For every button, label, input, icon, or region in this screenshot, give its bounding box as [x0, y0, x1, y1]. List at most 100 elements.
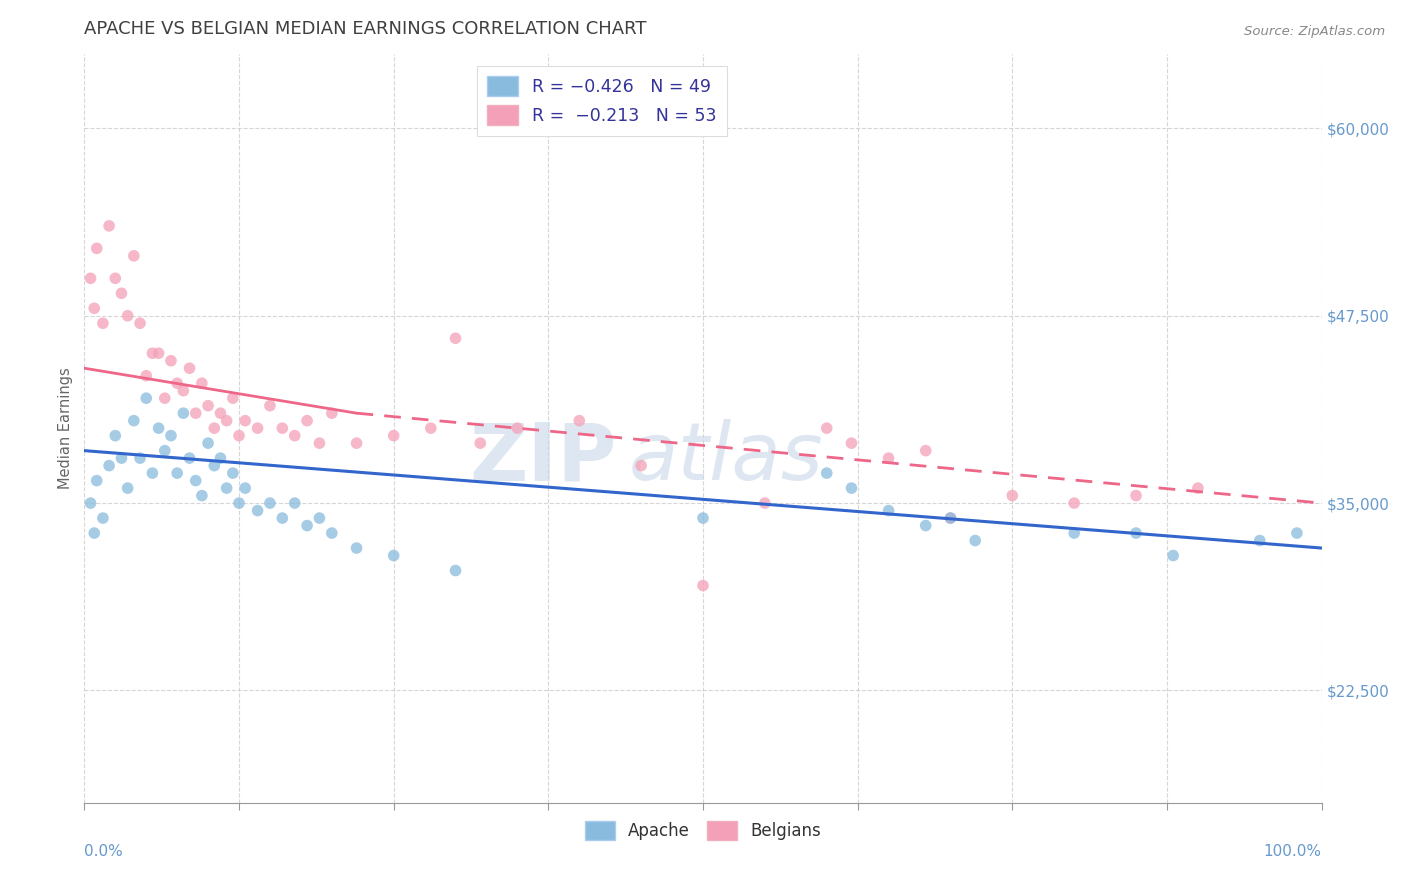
- Point: [914, 443, 936, 458]
- Point: [754, 496, 776, 510]
- Point: [382, 428, 405, 442]
- Point: [184, 474, 207, 488]
- Point: [346, 436, 368, 450]
- Point: [153, 391, 176, 405]
- Point: [259, 399, 281, 413]
- Point: [419, 421, 441, 435]
- Point: [191, 376, 214, 391]
- Point: [965, 533, 987, 548]
- Point: [284, 496, 307, 510]
- Point: [284, 428, 307, 442]
- Point: [308, 436, 330, 450]
- Point: [122, 414, 145, 428]
- Point: [104, 428, 127, 442]
- Point: [246, 503, 269, 517]
- Point: [148, 421, 170, 435]
- Point: [444, 331, 467, 345]
- Point: [1063, 496, 1085, 510]
- Point: [202, 458, 225, 473]
- Point: [135, 391, 157, 405]
- Point: [877, 451, 900, 466]
- Point: [197, 399, 219, 413]
- Point: [110, 286, 132, 301]
- Point: [86, 241, 108, 255]
- Point: [215, 481, 238, 495]
- Point: [382, 549, 405, 563]
- Text: 100.0%: 100.0%: [1264, 844, 1322, 859]
- Point: [209, 406, 232, 420]
- Point: [470, 436, 492, 450]
- Point: [295, 518, 318, 533]
- Point: [1161, 549, 1184, 563]
- Text: APACHE VS BELGIAN MEDIAN EARNINGS CORRELATION CHART: APACHE VS BELGIAN MEDIAN EARNINGS CORREL…: [84, 21, 647, 38]
- Point: [506, 421, 529, 435]
- Point: [321, 526, 343, 541]
- Y-axis label: Median Earnings: Median Earnings: [58, 368, 73, 489]
- Point: [1063, 526, 1085, 541]
- Point: [179, 451, 201, 466]
- Point: [444, 564, 467, 578]
- Point: [939, 511, 962, 525]
- Point: [308, 511, 330, 525]
- Text: 0.0%: 0.0%: [84, 844, 124, 859]
- Point: [233, 414, 256, 428]
- Point: [259, 496, 281, 510]
- Point: [222, 466, 245, 480]
- Point: [815, 421, 838, 435]
- Point: [1125, 489, 1147, 503]
- Point: [79, 496, 101, 510]
- Point: [321, 406, 343, 420]
- Point: [166, 376, 188, 391]
- Point: [91, 511, 114, 525]
- Point: [1187, 481, 1209, 495]
- Point: [215, 414, 238, 428]
- Point: [117, 309, 139, 323]
- Point: [346, 541, 368, 555]
- Point: [172, 406, 194, 420]
- Point: [129, 316, 152, 330]
- Point: [271, 511, 294, 525]
- Text: Source: ZipAtlas.com: Source: ZipAtlas.com: [1244, 25, 1385, 38]
- Point: [160, 353, 183, 368]
- Point: [630, 458, 652, 473]
- Point: [568, 414, 591, 428]
- Point: [104, 271, 127, 285]
- Point: [86, 474, 108, 488]
- Point: [815, 466, 838, 480]
- Point: [295, 414, 318, 428]
- Point: [841, 481, 863, 495]
- Point: [209, 451, 232, 466]
- Point: [98, 219, 121, 233]
- Point: [197, 436, 219, 450]
- Point: [914, 518, 936, 533]
- Point: [228, 428, 250, 442]
- Point: [122, 249, 145, 263]
- Point: [233, 481, 256, 495]
- Point: [841, 436, 863, 450]
- Point: [939, 511, 962, 525]
- Point: [1285, 526, 1308, 541]
- Point: [79, 271, 101, 285]
- Point: [228, 496, 250, 510]
- Point: [141, 346, 163, 360]
- Point: [877, 503, 900, 517]
- Point: [129, 451, 152, 466]
- Point: [692, 511, 714, 525]
- Point: [83, 301, 105, 316]
- Point: [271, 421, 294, 435]
- Point: [222, 391, 245, 405]
- Point: [191, 489, 214, 503]
- Legend: Apache, Belgians: Apache, Belgians: [578, 814, 828, 847]
- Point: [110, 451, 132, 466]
- Point: [1125, 526, 1147, 541]
- Point: [141, 466, 163, 480]
- Point: [153, 443, 176, 458]
- Point: [166, 466, 188, 480]
- Point: [1001, 489, 1024, 503]
- Text: ZIP: ZIP: [470, 419, 616, 497]
- Text: atlas: atlas: [628, 419, 824, 497]
- Point: [172, 384, 194, 398]
- Point: [692, 578, 714, 592]
- Point: [117, 481, 139, 495]
- Point: [135, 368, 157, 383]
